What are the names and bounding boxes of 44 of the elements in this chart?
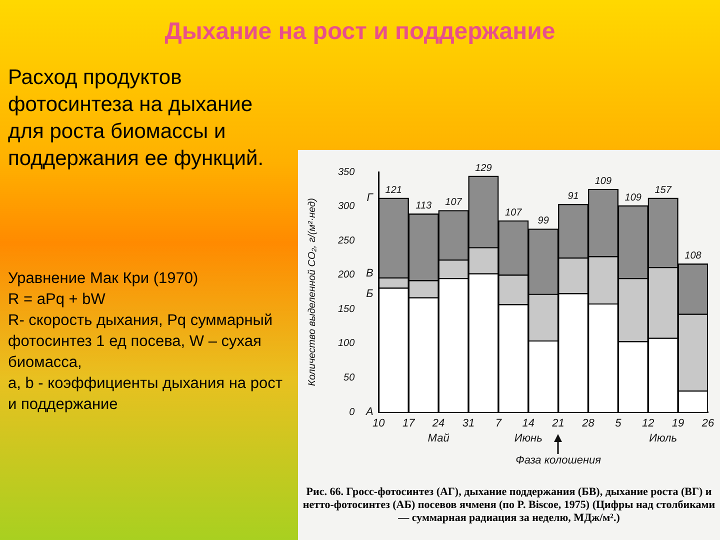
text: А [365,406,374,418]
y-tick-label: 300 [338,201,356,212]
y-tick-label: 100 [338,338,356,350]
text: 31 [462,418,475,430]
text: 21 [551,418,564,430]
y-tick-label: 250 [336,235,356,246]
text: Май [428,432,450,445]
annotation: 129 [475,162,492,174]
chart-title: Дыхание на рост и поддержание [164,18,556,46]
text: 7 [495,418,502,430]
annotation: 109 [624,192,642,204]
text: Рис. 66. Гросс-фотосинтез (АГ), дыхание поддержания (БВ), дыхание роста (ВГ) и нетто-фотосинтез (АБ) посевов ячменя (по P. Biscoe, 1975) (Цифры над столбиками — суммарная радиация за неделю, МДж/м².) [302,486,716,525]
text: Июнь [514,432,543,445]
text: 5 [615,418,622,430]
text: Июль [649,432,678,445]
annotation: 99 [538,216,550,227]
y-tick-label: 350 [338,166,356,178]
y-tick-label: 50 [344,372,356,384]
annotation: 157 [654,184,672,196]
text: Фаза колошения [516,454,602,467]
annotation: 107 [505,207,522,218]
text: В [366,268,374,280]
annotation: 109 [594,176,612,187]
text: Г [366,192,374,204]
text: 19 [672,418,684,430]
y-axis-title: Количество выделенной CO₂, г/(м²·нед) [306,198,318,386]
y-tick-label: 0 [349,406,356,418]
annotation: 108 [684,250,702,262]
text: 28 [581,418,596,430]
text: 24 [431,418,445,430]
annotation: 91 [568,191,579,202]
y-tick-label: 150 [338,304,356,315]
text: 17 [402,418,416,430]
text: 26 [700,418,715,430]
text: Уравнение Мак Кри (1970) R = aPq + bW R- скорость дыхания, Pq суммарный фотосинтез 1 ед посева, W – сухая биомасса, a, b - коэффициенты дыхания на рост и поддержание [8,269,284,415]
text: 14 [522,418,534,430]
y-tick-label: 200 [336,270,356,281]
text: 10 [372,418,386,430]
text: Расход продуктов фотосинтеза на дыхание для роста биомассы и поддержания ее функций. [8,65,265,172]
annotation: 121 [385,184,402,196]
annotation: 107 [445,197,462,208]
annotation: 113 [416,200,432,212]
text: 12 [642,418,654,430]
text: Б [366,288,374,300]
